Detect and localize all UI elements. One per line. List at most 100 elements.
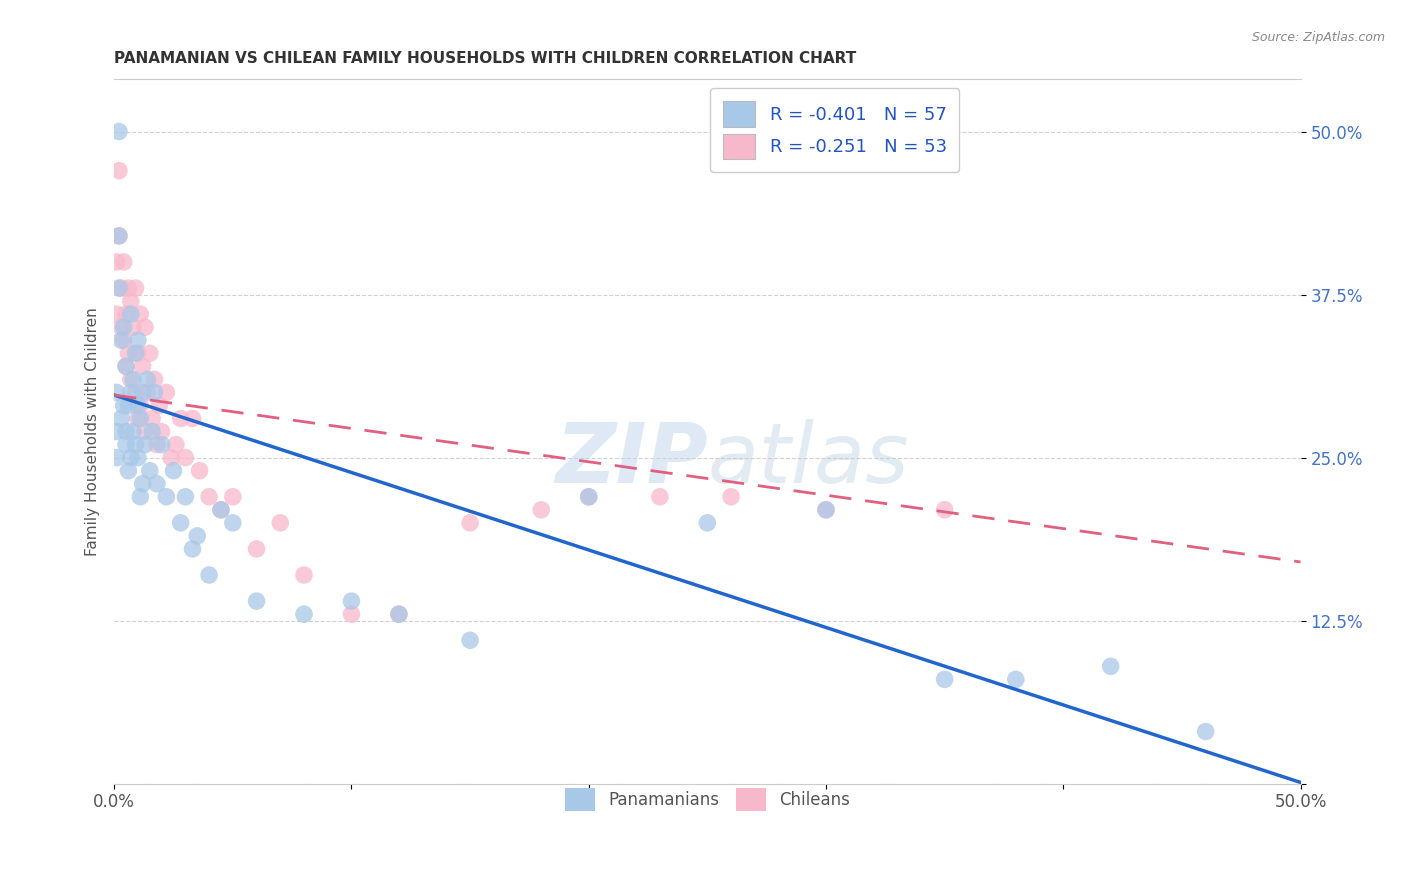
Point (136, 385, 159, 400)
Point (134, 320, 156, 334)
Point (458, 516, 481, 530)
Point (141, 425, 163, 439)
Point (209, 503, 232, 517)
Point (814, 503, 837, 517)
Point (1004, 673, 1026, 687)
Point (578, 490, 600, 504)
Point (108, 163, 131, 178)
Point (155, 385, 177, 400)
Text: atlas: atlas (707, 419, 910, 500)
Point (117, 464, 139, 478)
Point (110, 320, 132, 334)
Point (150, 437, 173, 451)
Point (139, 346, 162, 360)
Point (105, 385, 128, 400)
Point (117, 346, 139, 360)
Point (292, 607, 315, 622)
Legend: Panamanians, Chileans: Panamanians, Chileans (551, 774, 863, 825)
Point (181, 541, 204, 556)
Point (124, 281, 146, 295)
Point (141, 411, 163, 425)
Point (169, 516, 191, 530)
Text: Source: ZipAtlas.com: Source: ZipAtlas.com (1251, 31, 1385, 45)
Point (1099, 659, 1122, 673)
Point (155, 490, 177, 504)
Point (222, 516, 245, 530)
Point (115, 359, 138, 374)
Point (117, 281, 139, 295)
Point (115, 359, 138, 374)
Point (120, 385, 142, 400)
Point (648, 490, 671, 504)
Point (245, 594, 267, 608)
Point (108, 228, 131, 243)
Point (131, 385, 153, 400)
Point (112, 320, 135, 334)
Point (696, 516, 718, 530)
Text: ZIP: ZIP (555, 419, 707, 500)
Point (143, 372, 166, 386)
Point (129, 411, 152, 425)
Point (108, 124, 131, 138)
Point (115, 307, 138, 321)
Point (340, 594, 363, 608)
Point (131, 359, 153, 374)
Point (120, 307, 142, 321)
Point (117, 399, 139, 413)
Point (124, 385, 146, 400)
Point (129, 307, 152, 321)
Point (148, 399, 170, 413)
Point (578, 490, 600, 504)
Point (134, 425, 156, 439)
Point (129, 399, 152, 413)
Point (934, 503, 956, 517)
Point (198, 568, 221, 582)
Point (458, 633, 481, 648)
Point (160, 450, 183, 465)
Point (110, 281, 132, 295)
Point (105, 425, 128, 439)
Point (122, 425, 145, 439)
Point (146, 476, 169, 491)
Point (169, 411, 191, 425)
Point (174, 490, 197, 504)
Point (388, 607, 411, 622)
Point (150, 425, 173, 439)
Point (112, 255, 135, 269)
Point (209, 503, 232, 517)
Point (165, 437, 187, 451)
Point (720, 490, 742, 504)
Point (105, 255, 128, 269)
Point (124, 346, 146, 360)
Point (127, 346, 149, 360)
Point (115, 425, 138, 439)
Point (110, 411, 132, 425)
Point (120, 450, 142, 465)
Point (139, 464, 162, 478)
Point (1194, 724, 1216, 739)
Point (269, 516, 291, 530)
Point (174, 450, 197, 465)
Point (146, 437, 169, 451)
Point (122, 320, 145, 334)
Text: PANAMANIAN VS CHILEAN FAMILY HOUSEHOLDS WITH CHILDREN CORRELATION CHART: PANAMANIAN VS CHILEAN FAMILY HOUSEHOLDS … (114, 51, 856, 66)
Point (198, 490, 221, 504)
Point (162, 464, 184, 478)
Point (814, 503, 837, 517)
Point (115, 437, 138, 451)
Point (134, 437, 156, 451)
Point (112, 399, 135, 413)
Point (245, 541, 267, 556)
Point (127, 333, 149, 347)
Point (127, 450, 149, 465)
Point (124, 437, 146, 451)
Point (181, 411, 204, 425)
Point (131, 476, 153, 491)
Point (186, 529, 208, 543)
Y-axis label: Family Households with Children: Family Households with Children (86, 307, 100, 556)
Point (120, 294, 142, 309)
Point (136, 372, 159, 386)
Point (340, 607, 363, 622)
Point (292, 568, 315, 582)
Point (108, 228, 131, 243)
